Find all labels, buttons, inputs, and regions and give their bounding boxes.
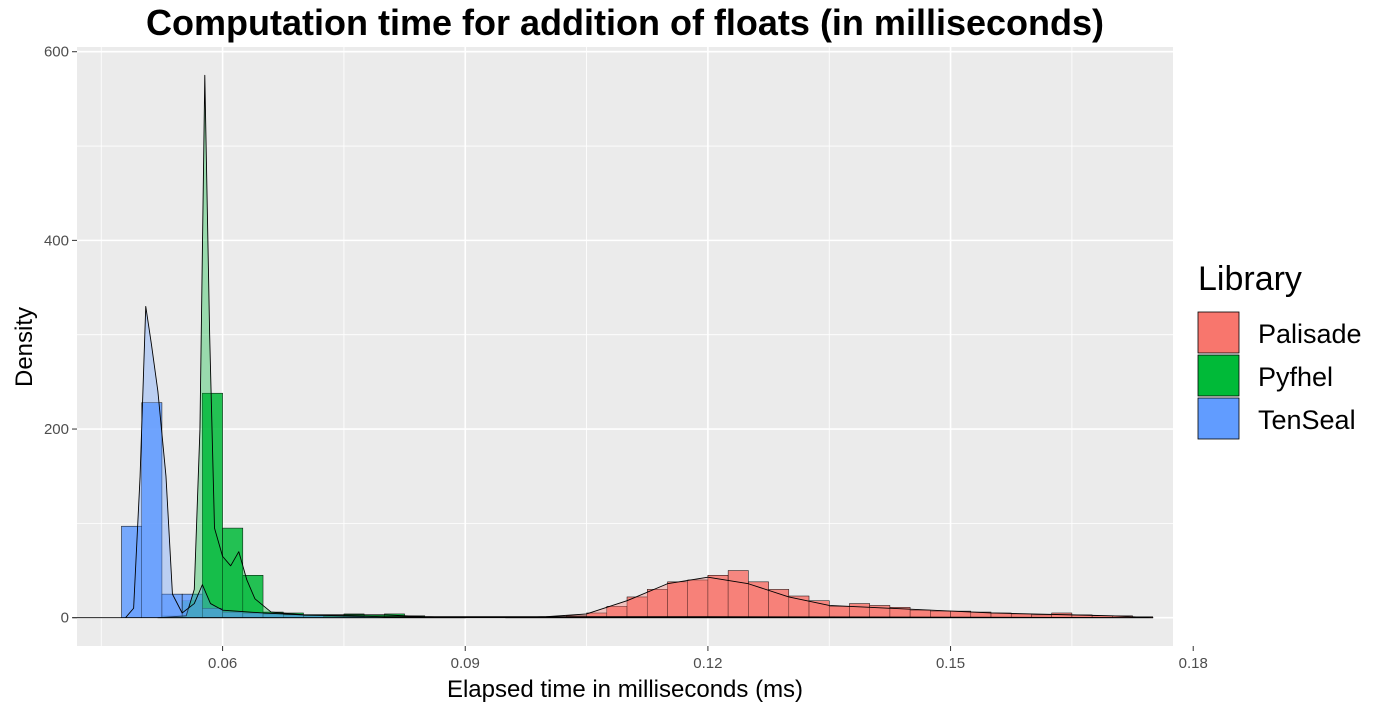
chart-title: Computation time for addition of floats … xyxy=(146,2,1104,43)
legend-key-pyfhel xyxy=(1197,354,1240,397)
legend-label-tenseal: TenSeal xyxy=(1258,405,1356,435)
y-axis: 0 200 400 600 xyxy=(44,44,77,627)
legend-key-tenseal xyxy=(1197,397,1240,440)
y-tick-label: 400 xyxy=(44,232,69,249)
legend-title: Library xyxy=(1198,260,1302,298)
legend-key-palisade xyxy=(1197,311,1240,354)
legend: Library Palisade Pyfhel TenSeal xyxy=(1197,260,1362,440)
y-tick-label: 0 xyxy=(61,610,69,627)
x-tick-label: 0.15 xyxy=(936,655,965,672)
y-axis-title: Density xyxy=(11,307,38,387)
legend-label-pyfhel: Pyfhel xyxy=(1258,362,1333,392)
x-axis-title: Elapsed time in milliseconds (ms) xyxy=(447,676,803,703)
x-tick-label: 0.12 xyxy=(693,655,722,672)
grid-minor xyxy=(77,47,1173,646)
plot-panel xyxy=(77,47,1173,646)
x-tick-label: 0.18 xyxy=(1179,655,1208,672)
x-tick-label: 0.06 xyxy=(208,655,237,672)
y-tick-label: 600 xyxy=(44,44,69,61)
y-tick-label: 200 xyxy=(44,421,69,438)
x-tick-label: 0.09 xyxy=(451,655,480,672)
density-curve-palisade xyxy=(505,576,1154,619)
density-curves xyxy=(72,74,1154,619)
density-curve-pyfhel xyxy=(157,74,466,619)
x-axis: 0.06 0.09 0.12 0.15 0.18 xyxy=(208,646,1208,672)
legend-label-palisade: Palisade xyxy=(1258,319,1362,349)
density-curve-tenseal xyxy=(72,305,1154,619)
